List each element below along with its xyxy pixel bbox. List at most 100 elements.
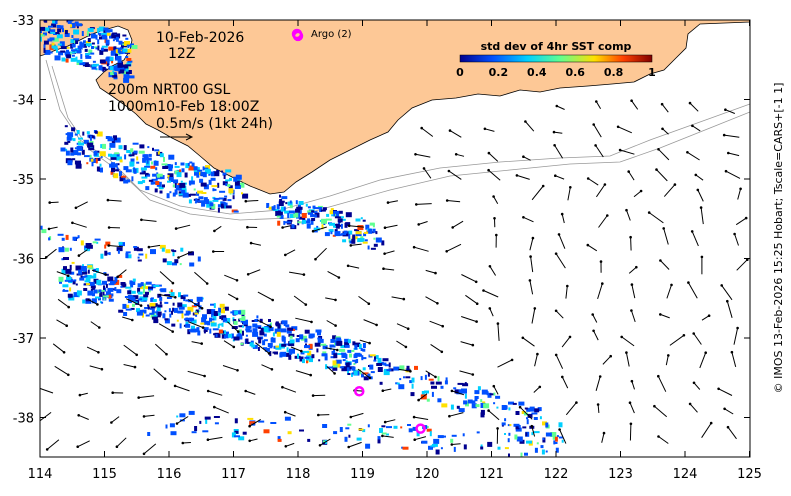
- sst-pixel: [363, 367, 366, 370]
- sst-pixel: [43, 9, 49, 11]
- current-arrow-head: [449, 129, 452, 132]
- sst-pixel: [180, 248, 183, 252]
- sst-pixel: [290, 205, 293, 208]
- sst-pixel: [508, 433, 510, 436]
- current-arrow-head: [131, 319, 134, 322]
- sst-pixel: [145, 254, 147, 259]
- sst-pixel: [185, 173, 188, 178]
- sst-pixel: [50, 37, 55, 40]
- current-arrow-head: [172, 282, 175, 285]
- sst-pixel: [177, 172, 182, 177]
- sst-pixel: [66, 59, 69, 63]
- sst-pixel: [437, 398, 441, 402]
- y-tick-label: -37: [13, 332, 34, 347]
- sst-pixel: [313, 207, 319, 209]
- colorbar-tick-label: 0.8: [604, 66, 624, 79]
- sst-pixel: [368, 246, 370, 250]
- sst-pixel: [477, 431, 480, 433]
- sst-pixel: [480, 447, 483, 450]
- current-arrow-head: [96, 303, 99, 306]
- sst-pixel: [302, 359, 305, 363]
- sst-pixel: [451, 405, 454, 410]
- sst-pixel: [502, 405, 507, 410]
- sst-pixel: [363, 242, 368, 244]
- current-arrow-head: [164, 378, 167, 381]
- sst-pixel: [333, 431, 337, 434]
- sst-pixel: [125, 38, 128, 40]
- sst-pixel: [354, 370, 358, 375]
- sst-pixel: [431, 386, 437, 389]
- current-arrow-head: [569, 336, 572, 339]
- sst-pixel: [149, 154, 152, 157]
- current-arrow-head: [689, 102, 692, 105]
- sst-pixel: [341, 233, 346, 235]
- copyright-text: © IMOS 13-Feb-2026 15:25 Hobart; Tscale=…: [772, 83, 785, 394]
- sst-pixel: [505, 447, 509, 449]
- sst-pixel: [522, 426, 526, 428]
- current-arrow-head: [247, 273, 250, 276]
- sst-pixel: [197, 331, 200, 336]
- sst-pixel: [87, 143, 93, 148]
- sst-pixel: [63, 257, 69, 260]
- sst-pixel: [251, 345, 255, 348]
- sst-pixel: [153, 319, 158, 323]
- sst-pixel: [70, 148, 73, 153]
- sst-pixel: [116, 37, 119, 42]
- sst-pixel: [87, 131, 90, 134]
- sst-pixel: [436, 450, 440, 455]
- sst-pixel: [210, 304, 214, 306]
- sst-pixel: [77, 152, 81, 155]
- sst-pixel: [424, 391, 429, 394]
- current-arrow-head: [375, 324, 378, 327]
- current-arrow-head: [107, 199, 110, 202]
- sst-pixel: [345, 354, 347, 359]
- x-tick-label: 118: [286, 467, 311, 482]
- y-tick-label: -35: [13, 173, 34, 188]
- sst-pixel: [94, 151, 98, 156]
- sst-pixel: [240, 343, 243, 345]
- current-arrow-head: [174, 385, 177, 388]
- sst-pixel: [189, 263, 194, 267]
- sst-pixel: [182, 313, 184, 318]
- sst-pixel: [36, 37, 42, 42]
- sst-pixel: [336, 341, 342, 346]
- current-arrow-head: [413, 416, 416, 419]
- sst-pixel: [281, 344, 286, 347]
- sst-pixel: [335, 216, 341, 218]
- sst-pixel: [217, 183, 219, 188]
- sst-pixel: [96, 280, 101, 285]
- sst-pixel: [287, 347, 289, 352]
- sst-pixel: [46, 15, 48, 20]
- sst-pixel: [204, 329, 206, 333]
- sst-pixel: [66, 151, 70, 156]
- sst-pixel: [215, 422, 219, 424]
- current-arrow-head: [415, 203, 418, 206]
- sst-pixel: [325, 232, 330, 236]
- current-arrow-head: [101, 368, 104, 371]
- sst-pixel: [227, 199, 231, 201]
- sst-pixel: [211, 185, 217, 187]
- current-arrow-head: [726, 300, 729, 303]
- sst-pixel: [141, 177, 147, 179]
- sst-pixel: [52, 46, 56, 49]
- sst-pixel: [91, 46, 94, 49]
- sst-pixel: [147, 305, 149, 307]
- sst-pixel: [429, 379, 434, 381]
- sst-pixel: [205, 419, 207, 424]
- sst-pixel: [537, 442, 539, 444]
- current-arrow-head: [233, 346, 236, 349]
- sst-pixel: [126, 251, 131, 253]
- current-arrow: [452, 444, 461, 445]
- sst-pixel: [179, 307, 185, 310]
- current-arrow: [246, 201, 258, 202]
- sst-pixel: [234, 311, 238, 315]
- current-arrow-head: [116, 276, 119, 279]
- sst-pixel: [90, 155, 92, 158]
- sst-pixel: [282, 320, 288, 324]
- sst-pixel: [62, 238, 65, 241]
- current-arrow-head: [627, 170, 630, 173]
- sst-pixel: [164, 302, 168, 304]
- sst-pixel: [71, 58, 76, 62]
- sst-pixel: [72, 44, 76, 48]
- sst-pixel: [153, 299, 157, 302]
